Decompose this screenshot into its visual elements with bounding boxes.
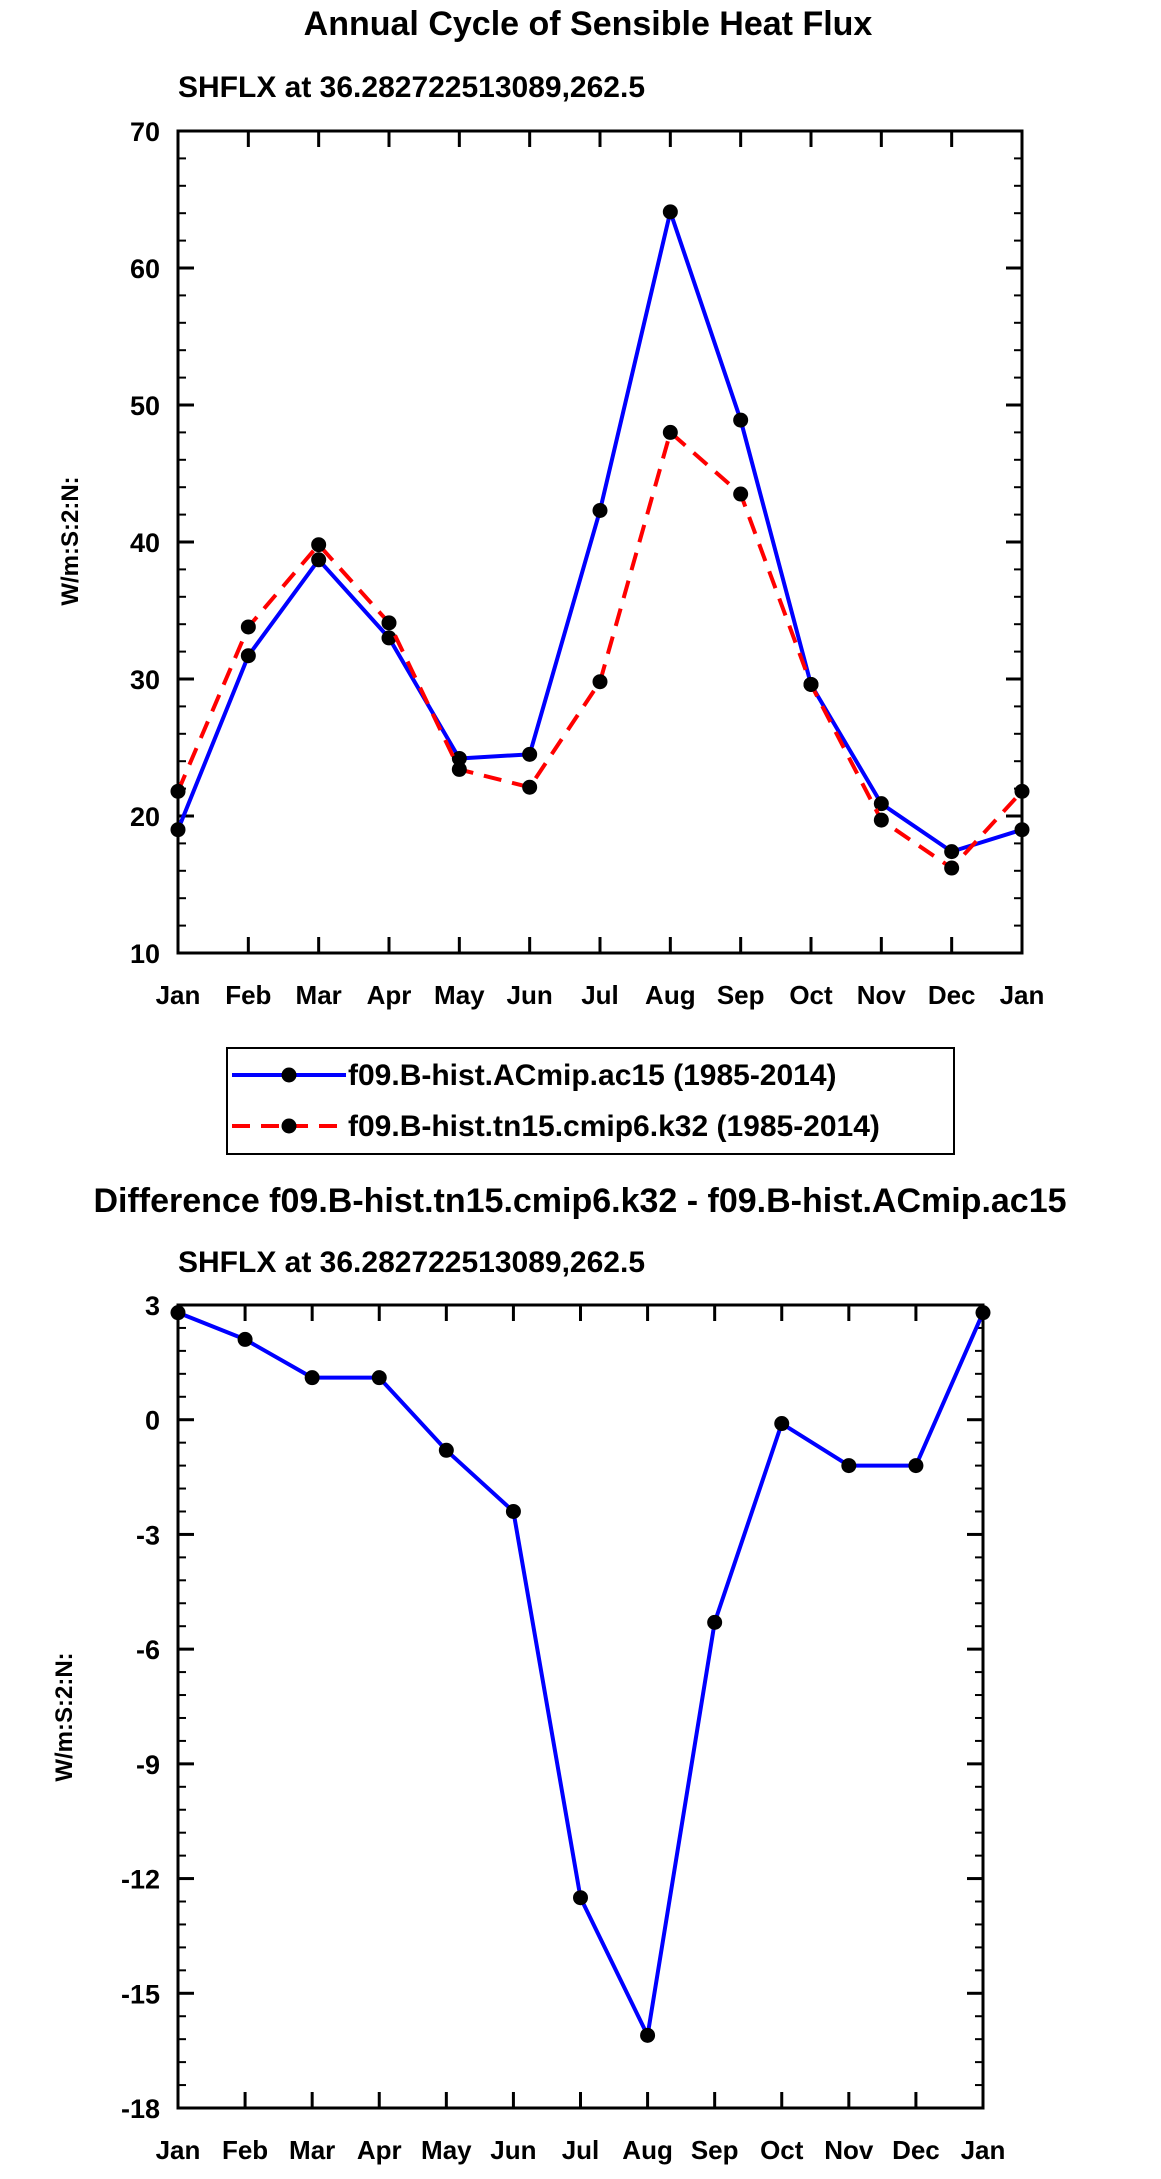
bottom-chart-ylabel: W/m:S:2:N: <box>51 1652 78 1781</box>
top-chart-plot: 10 20 30 40 50 60 70 Jan Feb Mar Apr May Jun Jul Aug Se… <box>130 117 1044 1010</box>
bottom-chart-plot: -18 -15 -12 -9 -6 -3 0 3 Jan Feb Mar Apr May Jun Jul Au… <box>121 1291 1005 2165</box>
bottom-chart-plot-frame <box>176 1303 985 2110</box>
bottom-chart-xtick-label: Sep <box>691 2135 739 2165</box>
bottom-chart-xtick-label: Nov <box>824 2135 874 2165</box>
bottom-chart-series1-point <box>908 1458 924 1474</box>
top-chart-series2-point <box>170 783 186 799</box>
bottom-chart-series1-point <box>707 1614 723 1630</box>
top-chart-xtick-label: Jun <box>507 980 553 1010</box>
bottom-chart-series1-point <box>640 2027 656 2043</box>
top-chart-series2-point <box>662 424 678 440</box>
bottom-chart-subtitle: SHFLX at 36.282722513089,262.5 <box>178 1246 645 1279</box>
top-chart-series1-point <box>662 204 678 220</box>
top-chart-series2-point <box>522 779 538 795</box>
bottom-chart-series1-point <box>841 1458 857 1474</box>
bottom-chart-ytick-label: -18 <box>121 2094 160 2124</box>
top-chart-ytick-label: 50 <box>130 391 160 421</box>
top-chart-xtick-label: Apr <box>367 980 412 1010</box>
top-chart-series2-point <box>381 615 397 631</box>
main-title: Annual Cycle of Sensible Heat Flux <box>304 5 873 43</box>
top-chart-xtick-label: Aug <box>645 980 696 1010</box>
legend-box <box>226 1047 955 1155</box>
top-chart-series2-point <box>311 537 327 553</box>
top-chart-ytick-label: 40 <box>130 528 160 558</box>
top-chart-ylabel: W/m:S:2:N: <box>57 476 84 605</box>
bottom-chart-xtick-label: Apr <box>357 2135 402 2165</box>
bottom-chart-ytick-label: 3 <box>145 1291 160 1321</box>
legend-marker-series1 <box>281 1067 297 1083</box>
top-chart-xtick-label: Feb <box>225 980 271 1010</box>
bottom-chart-xtick-label: Feb <box>222 2135 268 2165</box>
top-chart-series2-point <box>592 674 608 690</box>
bottom-chart-ytick-label: -3 <box>136 1520 160 1550</box>
top-chart-subtitle: SHFLX at 36.282722513089,262.5 <box>178 71 645 104</box>
bottom-chart-ytick-label: -12 <box>121 1865 160 1895</box>
top-chart-series1-point <box>381 630 397 646</box>
top-chart-series2-point <box>803 676 819 692</box>
bottom-chart-ytick-label: -9 <box>136 1750 160 1780</box>
bottom-chart-series1-point <box>505 1503 521 1519</box>
top-chart-series2-point <box>1014 783 1030 799</box>
top-chart-series1-point <box>522 746 538 762</box>
top-chart-xtick-label: Nov <box>857 980 907 1010</box>
top-chart-series2-point <box>873 812 889 828</box>
top-chart-series1-point <box>451 750 467 766</box>
bottom-chart-xtick-label: Jan <box>961 2135 1006 2165</box>
top-chart-series2-point <box>451 761 467 777</box>
top-chart-series1-line <box>176 209 1023 854</box>
bottom-chart-series1-point <box>774 1416 790 1432</box>
bottom-chart-series1-point <box>371 1370 387 1386</box>
top-chart-ytick-label: 20 <box>130 802 160 832</box>
top-chart-ytick-label: 30 <box>130 665 160 695</box>
top-chart-series1-point <box>311 552 327 568</box>
legend-marker-series2 <box>281 1118 297 1134</box>
bottom-chart-xtick-label: Jan <box>156 2135 201 2165</box>
bottom-chart-ytick-label: -6 <box>136 1635 160 1665</box>
top-chart-series1-point <box>944 844 960 860</box>
top-chart-xtick-label: Mar <box>296 980 342 1010</box>
top-chart-xtick-label: Jan <box>1000 980 1045 1010</box>
bottom-chart-series1-point <box>237 1331 253 1347</box>
bottom-chart-series1-point <box>573 1890 588 1906</box>
top-chart-series1-point <box>873 796 889 812</box>
top-chart-series1-point <box>733 412 749 428</box>
bottom-chart-series1-point <box>304 1370 320 1386</box>
bottom-chart-series1-point <box>975 1305 991 1321</box>
bottom-chart-xtick-label: Jul <box>562 2135 600 2165</box>
bottom-chart-xtick-label: Dec <box>892 2135 940 2165</box>
bottom-chart-xtick-label: Oct <box>760 2135 804 2165</box>
top-chart-series1-point <box>170 822 186 838</box>
bottom-chart-series1-point <box>170 1305 186 1321</box>
top-chart-ytick-label: 60 <box>130 254 160 284</box>
top-chart-series2-point <box>944 860 960 876</box>
legend-label-series2: f09.B-hist.tn15.cmip6.k32 (1985-2014) <box>348 1110 880 1143</box>
top-chart-xtick-label: May <box>434 980 485 1010</box>
top-chart-series1-point <box>240 648 256 664</box>
top-chart-series2-point <box>240 619 256 635</box>
top-chart-xtick-label: Dec <box>928 980 976 1010</box>
top-chart-ytick-label: 10 <box>130 939 160 969</box>
top-chart-series1-point <box>592 502 608 518</box>
bottom-chart-xtick-label: May <box>421 2135 472 2165</box>
bottom-chart-ytick-label: 0 <box>145 1406 160 1436</box>
bottom-chart-ytick-label: -15 <box>121 1979 160 2009</box>
top-chart-xtick-label: Jul <box>581 980 619 1010</box>
top-chart-series2-point <box>733 486 749 502</box>
legend: f09.B-hist.ACmip.ac15 (1985-2014) f09.B-… <box>226 1047 955 1155</box>
bottom-chart-series1-point <box>438 1442 454 1458</box>
diff-title: Difference f09.B-hist.tn15.cmip6.k32 - f… <box>93 1182 1066 1220</box>
legend-label-series1: f09.B-hist.ACmip.ac15 (1985-2014) <box>348 1059 837 1092</box>
top-chart-series2-line <box>176 430 1024 871</box>
top-chart-xtick-label: Oct <box>789 980 833 1010</box>
bottom-chart-series1-line <box>177 1310 985 2038</box>
bottom-chart-xtick-label: Aug <box>622 2135 673 2165</box>
bottom-chart-xtick-label: Mar <box>289 2135 335 2165</box>
top-chart-xtick-label: Sep <box>717 980 765 1010</box>
top-chart-series1-point <box>1014 822 1030 838</box>
bottom-chart-xtick-label: Jun <box>490 2135 536 2165</box>
top-chart-ytick-label: 70 <box>130 117 160 147</box>
top-chart-xtick-label: Jan <box>156 980 201 1010</box>
